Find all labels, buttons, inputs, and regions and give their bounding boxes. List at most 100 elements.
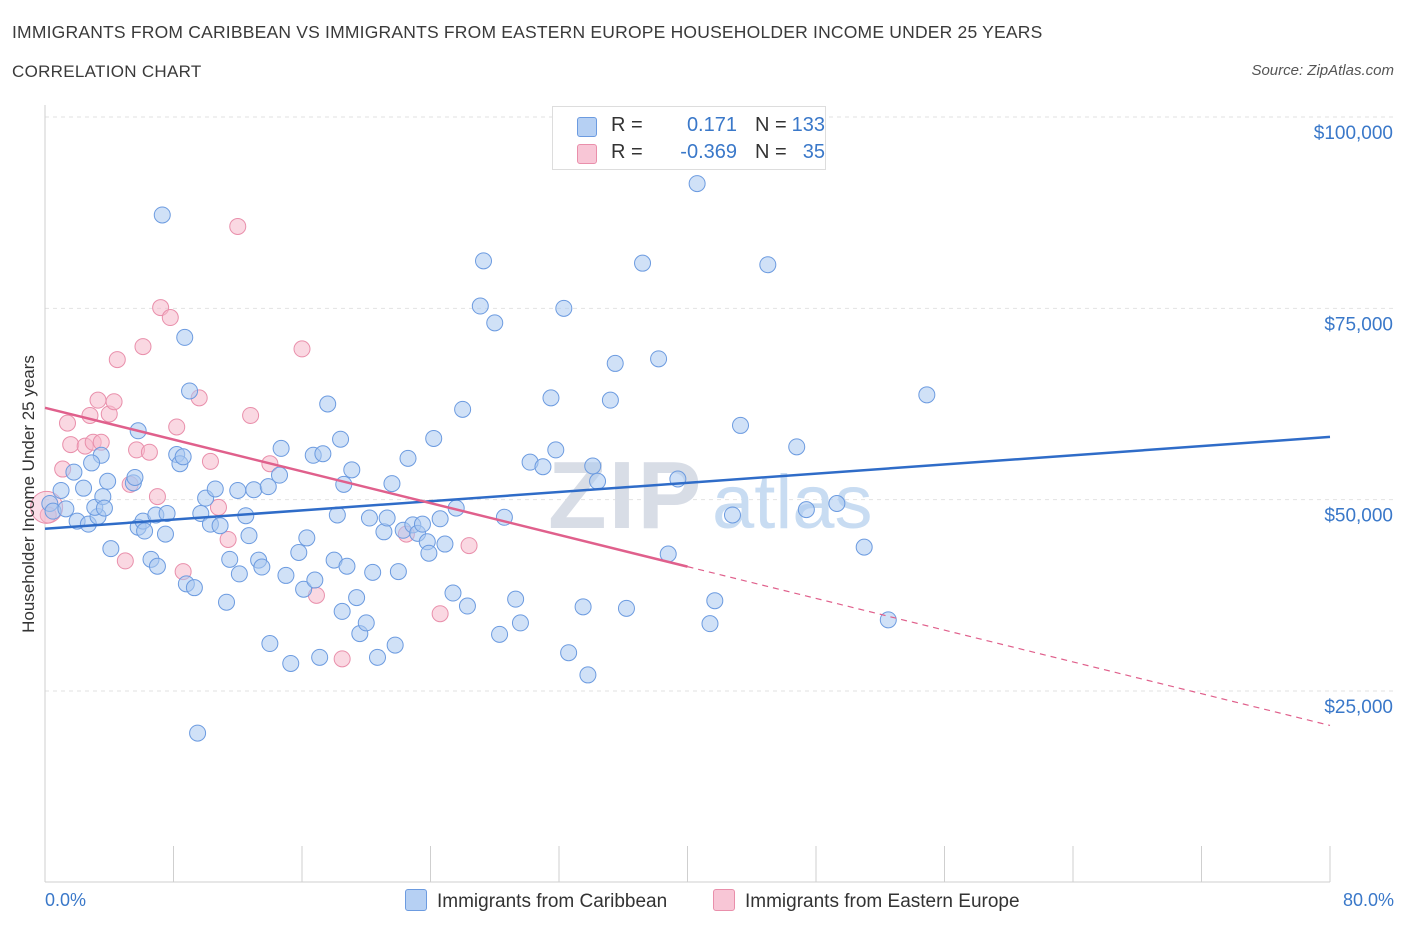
caribbean-point — [174, 448, 192, 466]
caribbean-point — [425, 429, 443, 447]
caribbean-point — [357, 614, 375, 632]
caribbean-point — [383, 475, 401, 493]
caribbean-point — [206, 480, 224, 498]
caribbean-point — [701, 615, 719, 633]
europe-point — [62, 436, 80, 454]
caribbean-point — [338, 557, 356, 575]
chart-title: IMMIGRANTS FROM CARIBBEAN VS IMMIGRANTS … — [12, 22, 1043, 42]
caribbean-point — [507, 590, 525, 608]
caribbean-point — [295, 580, 313, 598]
n-value: 35 — [802, 141, 825, 163]
caribbean-point — [245, 481, 263, 499]
caribbean-point — [259, 478, 277, 496]
europe-point — [293, 340, 311, 358]
europe-trend-line — [44, 406, 688, 568]
caribbean-point — [57, 500, 75, 518]
caribbean-point — [311, 648, 329, 666]
caribbean-point — [486, 314, 504, 332]
y-axis-title: Householder Income Under 25 years — [19, 355, 38, 633]
caribbean-point — [547, 441, 565, 459]
caribbean-point — [617, 599, 635, 617]
caribbean-point — [298, 529, 316, 547]
caribbean-point — [52, 481, 70, 499]
caribbean-point — [688, 175, 706, 193]
caribbean-point — [706, 592, 724, 610]
europe-point — [89, 391, 107, 409]
caribbean-point — [218, 593, 236, 611]
europe-point — [219, 530, 237, 548]
caribbean-point — [253, 558, 271, 576]
europe-point — [116, 552, 134, 570]
europe-point — [242, 406, 260, 424]
caribbean-point — [584, 457, 602, 475]
caribbean-point — [413, 515, 431, 533]
caribbean-point — [230, 565, 248, 583]
europe-point — [333, 650, 351, 668]
europe-point — [148, 488, 166, 506]
caribbean-point — [555, 299, 573, 317]
x-axis-max-label: 80.0% — [1342, 890, 1394, 910]
caribbean-point — [431, 510, 449, 528]
caribbean-point — [102, 540, 120, 558]
bottom-legend-caribbean: Immigrants from Caribbean — [405, 889, 667, 913]
n-value: 133 — [791, 114, 825, 136]
correlation-legend: R = 0.171 N = 133 R = -0.369 N = 35 — [552, 106, 826, 170]
y-tick-label: $100,000 — [1314, 123, 1393, 144]
caribbean-point — [272, 439, 290, 457]
caribbean-point — [454, 400, 472, 418]
caribbean-point — [271, 466, 289, 484]
europe-point — [108, 351, 126, 369]
caribbean-point — [420, 544, 438, 562]
caribbean-point — [650, 350, 668, 368]
r-value: 0.171 — [686, 114, 737, 136]
europe-point — [201, 452, 219, 470]
caribbean-point — [348, 589, 366, 607]
caribbean-point — [732, 416, 750, 434]
caribbean-point — [797, 501, 815, 519]
caribbean-point — [290, 543, 308, 561]
caribbean-point — [277, 566, 295, 584]
y-tick-labels: $25,000 $50,000 $75,000 $100,000 — [1314, 123, 1393, 718]
series-caribbean — [41, 148, 936, 742]
y-tick-label: $75,000 — [1324, 314, 1393, 335]
source-label: Source: ZipAtlas.com — [1251, 62, 1394, 79]
caribbean-point — [534, 458, 552, 476]
caribbean-point — [314, 445, 332, 463]
caribbean-legend-swatch — [405, 889, 427, 911]
caribbean-point — [579, 666, 597, 684]
caribbean-point — [136, 522, 154, 540]
caribbean-point — [511, 614, 529, 632]
caribbean-point — [229, 481, 247, 499]
y-tick-label: $50,000 — [1324, 506, 1393, 527]
series-eastern-europe — [30, 217, 478, 668]
europe-trend-extrapolation — [687, 566, 1331, 727]
caribbean-point — [386, 636, 404, 654]
europe-point — [460, 537, 478, 555]
y-tick-label: $25,000 — [1324, 697, 1393, 718]
caribbean-point — [634, 254, 652, 272]
caribbean-point — [153, 206, 171, 224]
caribbean-point — [75, 479, 93, 497]
caribbean-point — [471, 297, 489, 315]
caribbean-point — [211, 517, 229, 535]
caribbean-point — [181, 382, 199, 400]
caribbean-point — [148, 557, 166, 575]
caribbean-point — [158, 504, 176, 522]
caribbean-point — [491, 625, 509, 643]
caribbean-point — [335, 475, 353, 493]
caribbean-point — [560, 644, 578, 662]
caribbean-point — [240, 527, 258, 545]
europe-point — [431, 605, 449, 623]
bottom-legend-europe: Immigrants from Eastern Europe — [713, 889, 1020, 913]
caribbean-point — [828, 494, 846, 512]
watermark-atlas: atlas — [712, 460, 873, 545]
caribbean-point — [282, 654, 300, 672]
caribbean-point — [378, 509, 396, 527]
caribbean-point — [333, 602, 351, 620]
trend-lines — [44, 406, 1331, 727]
europe-legend-label: Immigrants from Eastern Europe — [745, 891, 1020, 912]
caribbean-point — [542, 389, 560, 407]
watermark: ZIP atlas — [548, 442, 873, 549]
caribbean-point — [65, 463, 83, 481]
